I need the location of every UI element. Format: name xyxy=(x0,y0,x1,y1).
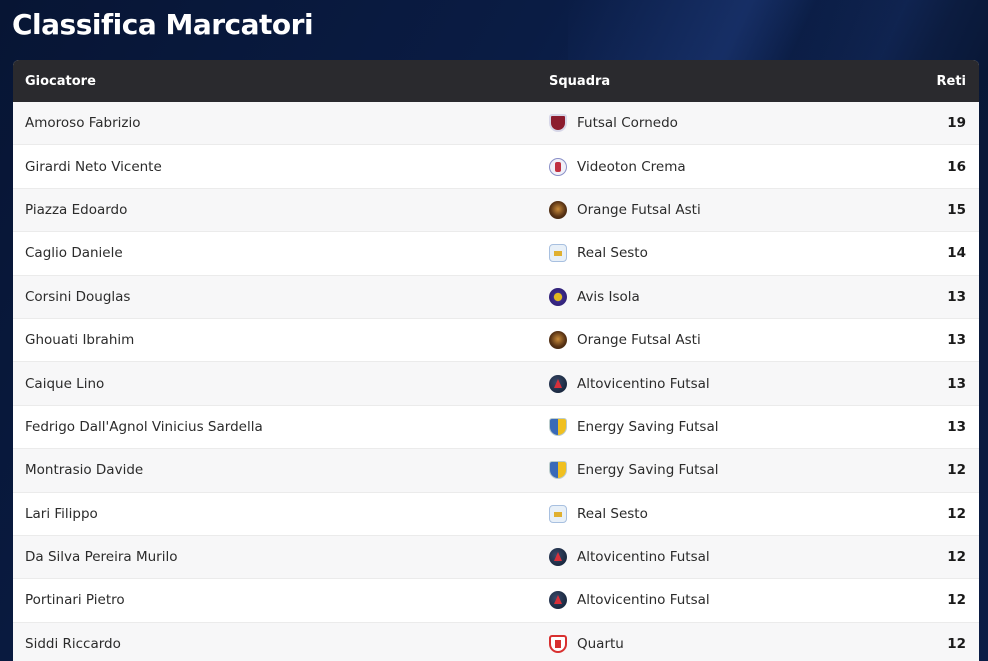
team-logo-icon xyxy=(549,331,567,350)
team-cell[interactable]: Energy Saving Futsal xyxy=(549,461,889,480)
team-name: Altovicentino Futsal xyxy=(577,592,710,609)
page-title: Classifica Marcatori xyxy=(12,8,314,41)
table-row[interactable]: Caglio Daniele Real Sesto 14 xyxy=(13,232,979,276)
player-name[interactable]: Fedrigo Dall'Agnol Vinicius Sardella xyxy=(25,418,263,435)
team-cell[interactable]: Orange Futsal Asti xyxy=(549,200,889,219)
team-name: Orange Futsal Asti xyxy=(577,332,701,349)
goals-count: 13 xyxy=(947,418,966,435)
table-row[interactable]: Lari Filippo Real Sesto 12 xyxy=(13,492,979,536)
team-logo-icon xyxy=(549,548,567,567)
team-cell[interactable]: Altovicentino Futsal xyxy=(549,548,889,567)
table-body: Amoroso Fabrizio Futsal Cornedo 19 Girardi … xyxy=(13,102,979,661)
team-name: Quartu xyxy=(577,635,624,652)
team-name: Real Sesto xyxy=(577,245,648,262)
goals-count: 12 xyxy=(947,505,966,522)
table-row[interactable]: Caique Lino Altovicentino Futsal 13 xyxy=(13,362,979,406)
team-cell[interactable]: Videoton Crema xyxy=(549,157,889,176)
table-row[interactable]: Ghouati Ibrahim Orange Futsal Asti 13 xyxy=(13,318,979,363)
goals-count: 13 xyxy=(947,375,966,392)
team-name: Videoton Crema xyxy=(577,158,686,175)
goals-count: 12 xyxy=(947,462,966,479)
goals-count: 13 xyxy=(947,332,966,349)
team-cell[interactable]: Real Sesto xyxy=(549,504,889,523)
table-row[interactable]: Fedrigo Dall'Agnol Vinicius Sardella Ener… xyxy=(13,405,979,450)
team-logo-icon xyxy=(549,157,567,176)
team-logo-icon xyxy=(549,374,567,393)
team-cell[interactable]: Altovicentino Futsal xyxy=(549,374,889,393)
team-logo-icon xyxy=(549,200,567,219)
team-logo-icon xyxy=(549,417,567,436)
player-name[interactable]: Ghouati Ibrahim xyxy=(25,332,135,349)
goals-count: 16 xyxy=(947,158,966,175)
team-logo-icon xyxy=(549,244,567,263)
team-name: Avis Isola xyxy=(577,288,640,305)
team-name: Orange Futsal Asti xyxy=(577,201,701,218)
player-name[interactable]: Caglio Daniele xyxy=(25,245,123,262)
table-row[interactable]: Siddi Riccardo Quartu 12 xyxy=(13,622,979,661)
table-header: Giocatore Squadra Reti xyxy=(13,60,979,102)
team-logo-icon xyxy=(549,634,567,653)
player-name[interactable]: Girardi Neto Vicente xyxy=(25,158,162,175)
team-name: Energy Saving Futsal xyxy=(577,418,719,435)
scorers-table: Giocatore Squadra Reti Amoroso Fabrizio F… xyxy=(13,60,979,661)
team-logo-icon xyxy=(549,591,567,610)
table-row[interactable]: Girardi Neto Vicente Videoton Crema 16 xyxy=(13,145,979,189)
player-name[interactable]: Amoroso Fabrizio xyxy=(25,115,141,132)
table-row[interactable]: Portinari Pietro Altovicentino Futsal 12 xyxy=(13,579,979,623)
player-name[interactable]: Montrasio Davide xyxy=(25,462,144,479)
goals-count: 12 xyxy=(947,549,966,566)
goals-count: 12 xyxy=(947,635,966,652)
table-row[interactable]: Da Silva Pereira Murilo Altovicentino Fut… xyxy=(13,535,979,580)
team-logo-icon xyxy=(549,461,567,480)
player-name[interactable]: Piazza Edoardo xyxy=(25,201,128,218)
team-cell[interactable]: Avis Isola xyxy=(549,287,889,306)
table-row[interactable]: Corsini Douglas Avis Isola 13 xyxy=(13,275,979,319)
team-logo-icon xyxy=(549,114,567,133)
player-name[interactable]: Caique Lino xyxy=(25,375,105,392)
table-row[interactable]: Amoroso Fabrizio Futsal Cornedo 19 xyxy=(13,102,979,146)
team-name: Real Sesto xyxy=(577,505,648,522)
player-name[interactable]: Da Silva Pereira Murilo xyxy=(25,549,178,566)
table-row[interactable]: Piazza Edoardo Orange Futsal Asti 15 xyxy=(13,188,979,233)
player-name[interactable]: Lari Filippo xyxy=(25,505,98,522)
team-name: Altovicentino Futsal xyxy=(577,375,710,392)
player-name[interactable]: Corsini Douglas xyxy=(25,288,131,305)
goals-count: 12 xyxy=(947,592,966,609)
header-team: Squadra xyxy=(549,73,611,89)
team-cell[interactable]: Altovicentino Futsal xyxy=(549,591,889,610)
header-goals: Reti xyxy=(936,73,967,89)
goals-count: 15 xyxy=(947,201,966,218)
team-name: Altovicentino Futsal xyxy=(577,549,710,566)
team-name: Energy Saving Futsal xyxy=(577,462,719,479)
header-player: Giocatore xyxy=(25,73,96,89)
team-cell[interactable]: Orange Futsal Asti xyxy=(549,331,889,350)
goals-count: 19 xyxy=(947,115,966,132)
team-name: Futsal Cornedo xyxy=(577,115,678,132)
table-row[interactable]: Montrasio Davide Energy Saving Futsal 12 xyxy=(13,449,979,493)
team-cell[interactable]: Energy Saving Futsal xyxy=(549,417,889,436)
player-name[interactable]: Siddi Riccardo xyxy=(25,635,121,652)
team-cell[interactable]: Futsal Cornedo xyxy=(549,114,889,133)
player-name[interactable]: Portinari Pietro xyxy=(25,592,125,609)
team-cell[interactable]: Quartu xyxy=(549,634,889,653)
team-logo-icon xyxy=(549,504,567,523)
goals-count: 13 xyxy=(947,288,966,305)
team-logo-icon xyxy=(549,287,567,306)
team-cell[interactable]: Real Sesto xyxy=(549,244,889,263)
goals-count: 14 xyxy=(947,245,966,262)
